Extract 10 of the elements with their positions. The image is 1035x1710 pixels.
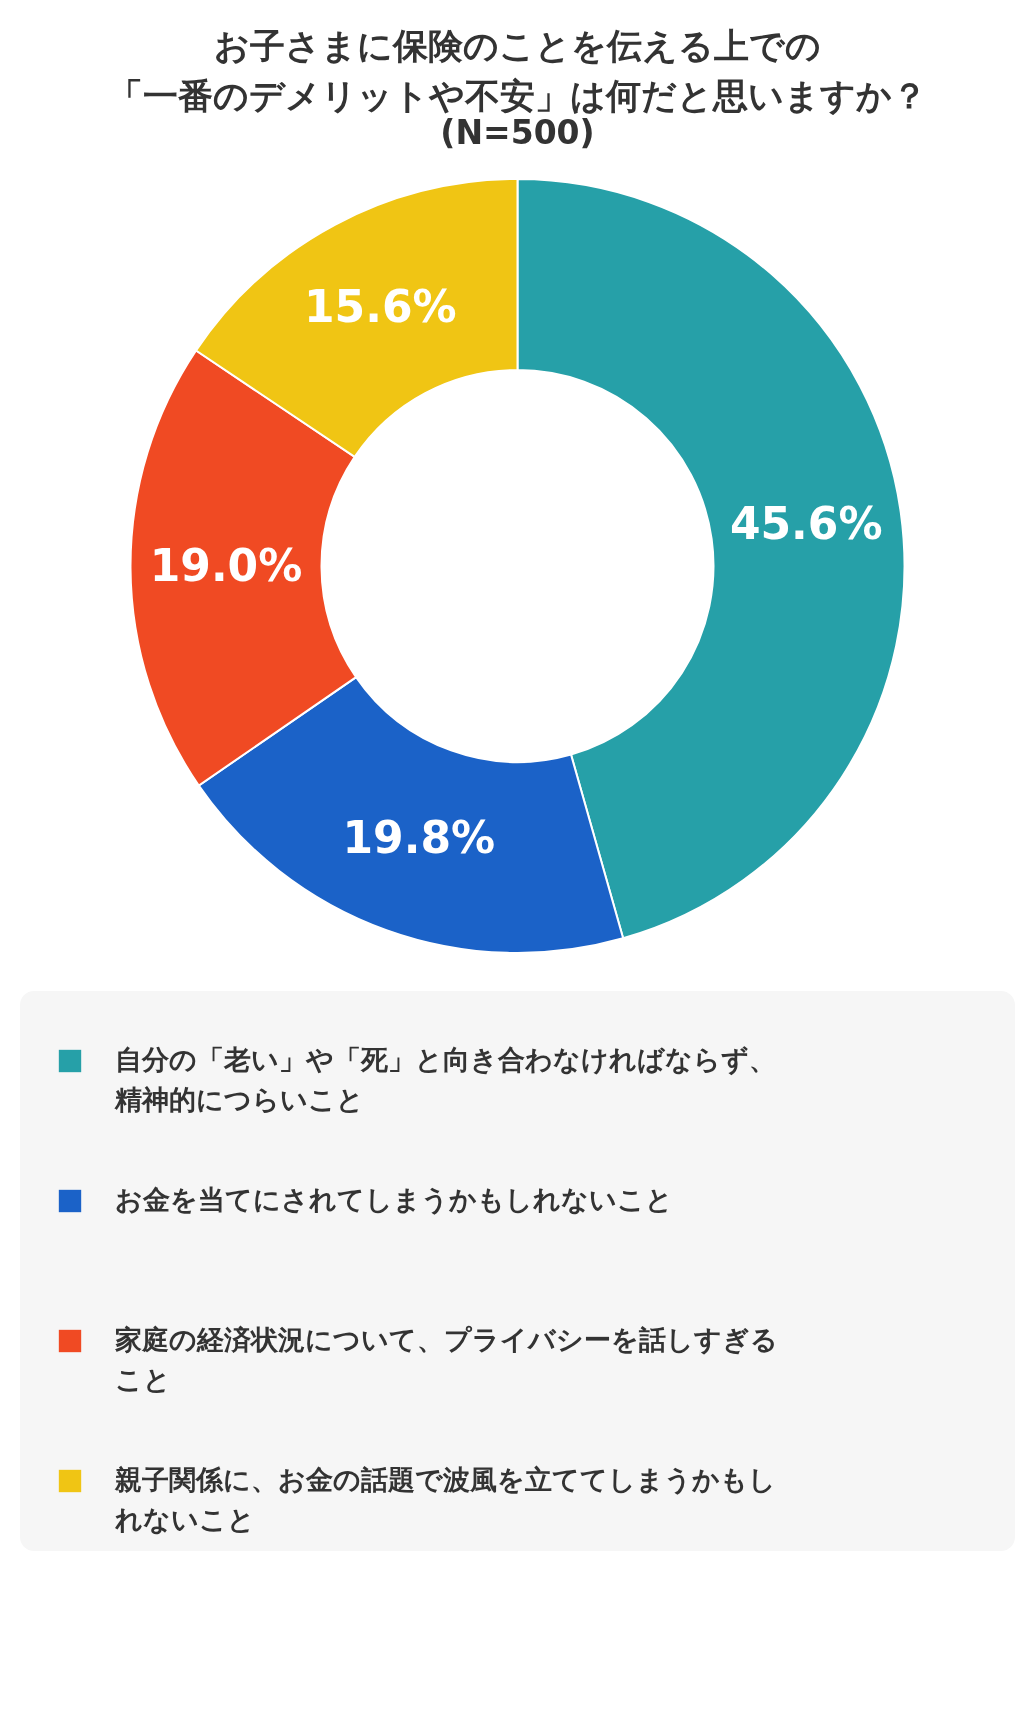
- data-label: 15.6%: [303, 280, 457, 332]
- legend-label: お金を当てにされてしまうかもしれないこと: [115, 1184, 673, 1215]
- legend-label: 家庭の経済状況について、プライバシーを話しすぎること: [114, 1324, 778, 1395]
- data-label: 19.8%: [342, 812, 496, 864]
- legend-label: 親子関係に、お金の話題で波風を立ててしまうかもしれないこと: [114, 1464, 776, 1535]
- data-label: 45.6%: [729, 497, 883, 549]
- chart-title: お子さまに保険のことを伝える上での「一番のデメリットや不安」は何だと思いますか？: [108, 26, 927, 116]
- chart-subtitle: (N=500): [440, 113, 595, 152]
- data-label: 19.0%: [149, 539, 303, 591]
- legend-label: 自分の「老い」や「死」と向き合わなければならず、精神的につらいこと: [114, 1044, 776, 1115]
